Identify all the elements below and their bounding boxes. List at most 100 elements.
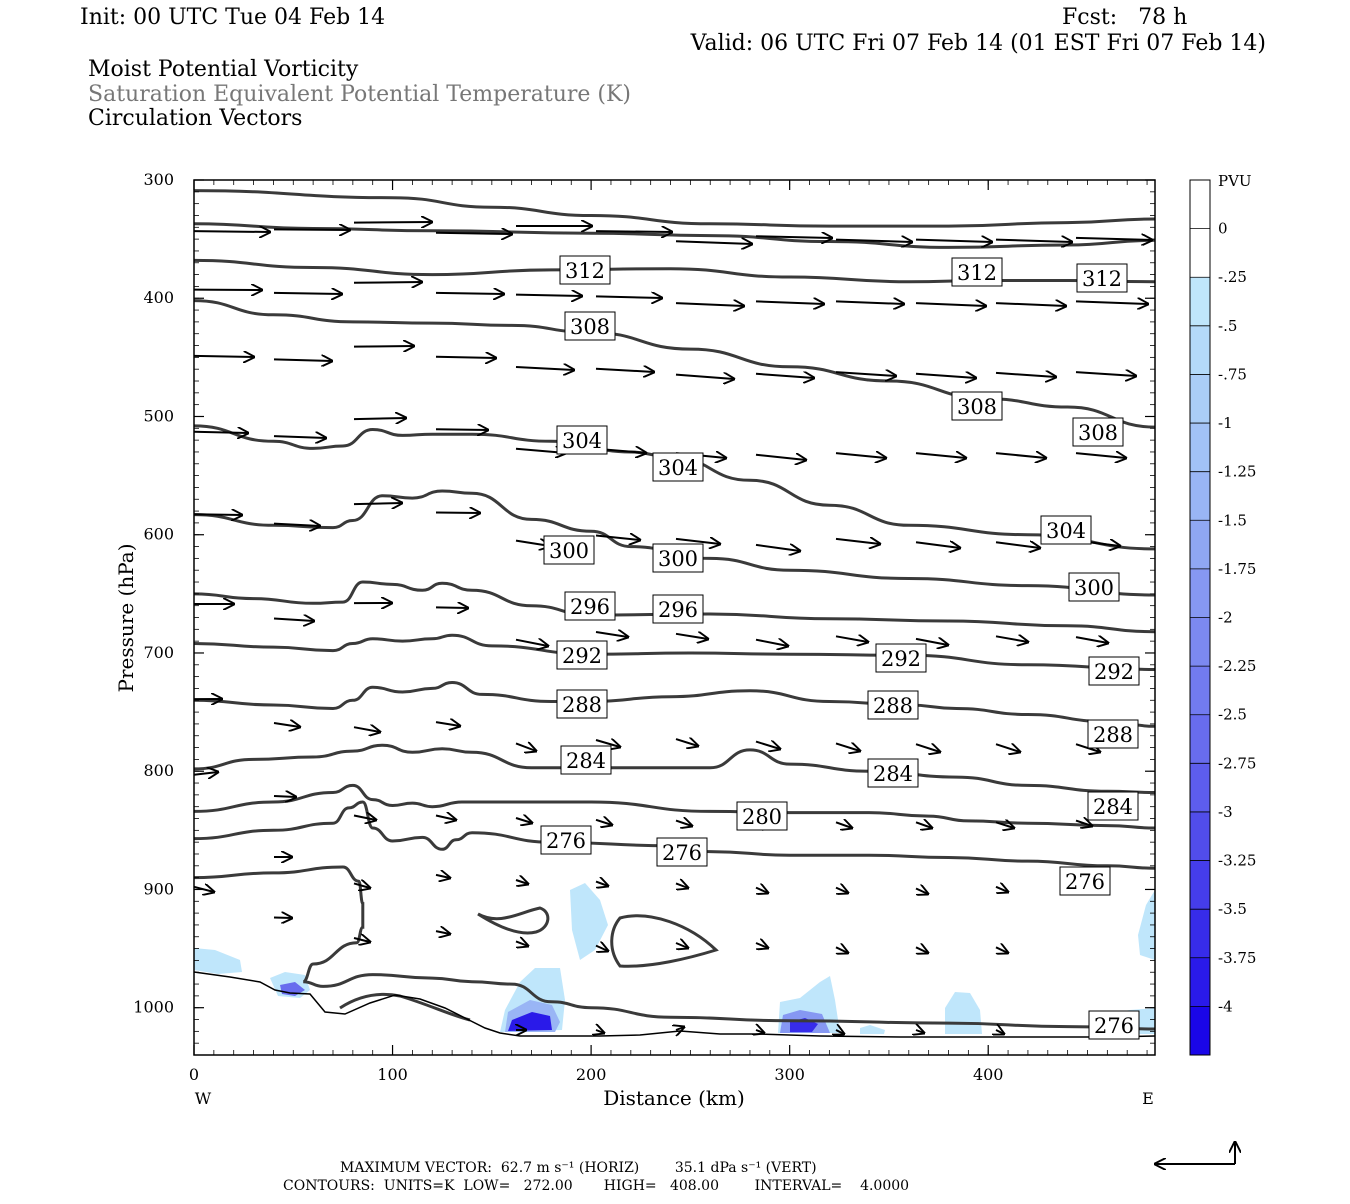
contour-label: 292 — [1094, 660, 1134, 684]
contour-label: 308 — [1078, 421, 1118, 445]
max-vector-footer: MAXIMUM VECTOR: 62.7 m s⁻¹ (HORIZ) 35.1 … — [340, 1160, 817, 1176]
wind-vector — [516, 640, 548, 646]
wind-vector — [676, 883, 688, 888]
x-tick-label: 200 — [576, 1065, 607, 1084]
wind-vector — [676, 821, 692, 826]
contour-label: 292 — [562, 644, 602, 668]
x-tick-label: 300 — [774, 1065, 805, 1084]
colorbar-label: -.5 — [1218, 317, 1237, 335]
wind-vector — [996, 636, 1028, 642]
wind-vector — [436, 429, 488, 430]
terrain-line — [194, 972, 1155, 1037]
contour-label: 304 — [658, 456, 698, 480]
colorbar-label: -1.5 — [1218, 511, 1247, 529]
colorbar-label: -3 — [1218, 803, 1233, 821]
wind-vector — [916, 822, 932, 828]
contour-label: 308 — [957, 395, 997, 419]
wind-vector — [354, 418, 406, 419]
wind-vector — [756, 742, 780, 749]
wind-vector — [194, 432, 248, 433]
x-axis-west-label: W — [195, 1089, 212, 1108]
wind-vector — [596, 1030, 604, 1033]
wind-vector — [836, 301, 904, 304]
wind-vector — [596, 946, 608, 951]
y-tick-label: 600 — [143, 525, 174, 544]
y-axis-title: Pressure (hPa) — [114, 544, 138, 693]
contour-312 — [194, 260, 1155, 281]
contour-292 — [194, 683, 1155, 727]
x-tick-label: 0 — [189, 1065, 199, 1084]
contour-308 — [194, 426, 1155, 549]
wind-vector — [836, 822, 852, 828]
colorbar-label: -1.75 — [1218, 560, 1256, 578]
circulation-vectors — [194, 222, 1152, 1034]
contour-label: 312 — [1082, 267, 1122, 291]
wind-vector — [756, 374, 814, 378]
colorbar-swatch — [1190, 520, 1210, 569]
field-title-theta-es: Saturation Equivalent Potential Temperat… — [88, 82, 631, 107]
wind-vector — [916, 542, 960, 548]
mpv-shading — [194, 883, 1155, 1034]
mpv-shade-region — [860, 1025, 885, 1034]
wind-vector — [1076, 238, 1152, 240]
contour-label: 300 — [1074, 576, 1114, 600]
colorbar-swatch — [1190, 812, 1210, 861]
wind-vector — [996, 303, 1066, 306]
wind-vector — [676, 739, 698, 746]
wind-vector — [596, 882, 608, 886]
wind-vector — [916, 374, 976, 378]
x-axis-east-label: E — [1142, 1089, 1154, 1108]
field-title-mpv: Moist Potential Vorticity — [88, 57, 359, 82]
x-tick-label: 400 — [973, 1065, 1004, 1084]
wind-vector — [1076, 372, 1136, 376]
contour-label: 288 — [1093, 723, 1133, 747]
contour-296 — [194, 635, 1155, 669]
contours-footer: CONTOURS: UNITS=K LOW= 272.00 HIGH= 408.… — [283, 1178, 909, 1194]
valid-time-label: Valid: 06 UTC Fri 07 Feb 14 (01 EST Fri … — [690, 31, 1266, 56]
colorbar-label: -4 — [1218, 997, 1233, 1015]
y-tick-label: 500 — [143, 406, 174, 425]
colorbar-swatch — [1190, 229, 1210, 278]
wind-vector — [916, 240, 992, 242]
colorbar-swatch — [1190, 423, 1210, 472]
wind-vector — [274, 723, 300, 727]
contour-label: 284 — [1093, 795, 1133, 819]
colorbar-swatch — [1190, 715, 1210, 764]
wind-vector — [676, 634, 708, 639]
colorbar-label: -2.25 — [1218, 657, 1256, 675]
wind-vector — [756, 640, 788, 646]
wind-vector — [596, 632, 628, 637]
field-title-vectors: Circulation Vectors — [88, 106, 302, 131]
colorbar-swatch — [1190, 618, 1210, 667]
wind-vector — [996, 887, 1008, 892]
contour-label: 280 — [742, 805, 782, 829]
wind-vector — [354, 883, 370, 888]
wind-vector — [676, 303, 744, 306]
wind-vector — [1076, 637, 1108, 643]
colorbar-swatch — [1190, 1006, 1210, 1055]
closed-contour — [478, 908, 548, 933]
contour-label: 288 — [873, 694, 913, 718]
wind-vector — [436, 357, 496, 358]
colorbar-swatch — [1190, 326, 1210, 375]
contour-label: 300 — [549, 539, 589, 563]
colorbar-label: -1.25 — [1218, 463, 1256, 481]
colorbar-label: -3.5 — [1218, 900, 1247, 918]
wind-vector — [916, 303, 986, 306]
wind-vector — [194, 356, 254, 357]
wind-vector — [436, 931, 450, 934]
wind-vector — [836, 743, 860, 751]
wind-vector — [516, 743, 536, 751]
y-tick-label: 400 — [143, 288, 174, 307]
y-tick-label: 1000 — [133, 998, 174, 1017]
forecast-hour-label: Fcst: 78 h — [1062, 5, 1187, 30]
colorbar-label: -3.75 — [1218, 949, 1256, 967]
contour-308 — [194, 301, 1155, 428]
wind-vector — [516, 941, 528, 946]
colorbar-label: -2 — [1218, 609, 1233, 627]
wind-vector — [274, 796, 296, 797]
wind-vector — [996, 744, 1020, 752]
contour-label: 276 — [546, 829, 586, 853]
wind-vector — [354, 282, 422, 283]
contour-label: 308 — [570, 315, 610, 339]
